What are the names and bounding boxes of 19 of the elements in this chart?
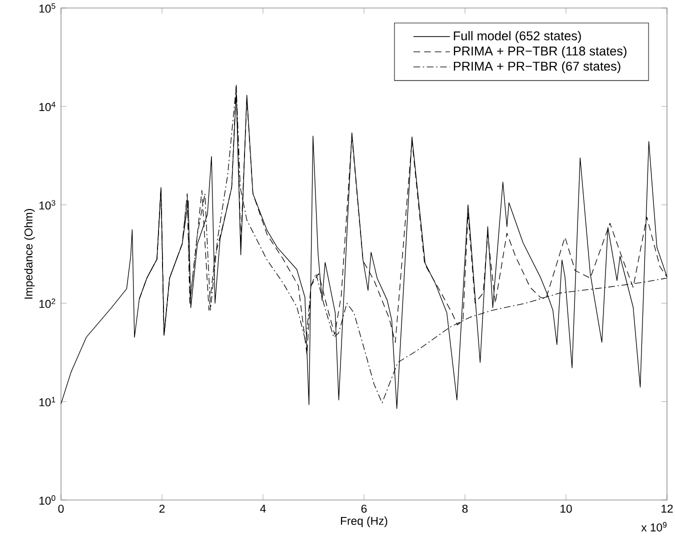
y-tick-label: 10$^{4}$ <box>39 102 56 112</box>
legend-label: Full model (652 states) <box>454 31 581 43</box>
x-tick-label: 2 <box>159 504 165 513</box>
x-axis-title: Freq (Hz) <box>340 516 388 528</box>
x-tick-label: 6 <box>361 504 367 513</box>
y-tick-label: 10$^{1}$ <box>39 396 56 406</box>
y-axis-title: Impedance (Ohm) <box>24 209 35 299</box>
text: x 10$^{9}$ <box>641 522 667 532</box>
y-tick-label: 10$^{0}$ <box>39 495 56 505</box>
x-tick-label: 10 <box>560 504 572 513</box>
x-tick-label: 4 <box>260 504 266 513</box>
legend-label: PRIMA + PR−TBR (118 states) <box>454 46 626 58</box>
y-tick-label: 10$^{3}$ <box>39 200 56 210</box>
y-tick-label: 10$^{2}$ <box>39 298 56 308</box>
x-tick-label: 8 <box>462 504 468 513</box>
y-tick-label: 10$^{5}$ <box>39 3 56 13</box>
legend-label: PRIMA + PR−TBR (67 states) <box>454 61 620 74</box>
x-tick-label: 12 <box>662 504 673 513</box>
x-tick-label: 0 <box>58 504 64 513</box>
